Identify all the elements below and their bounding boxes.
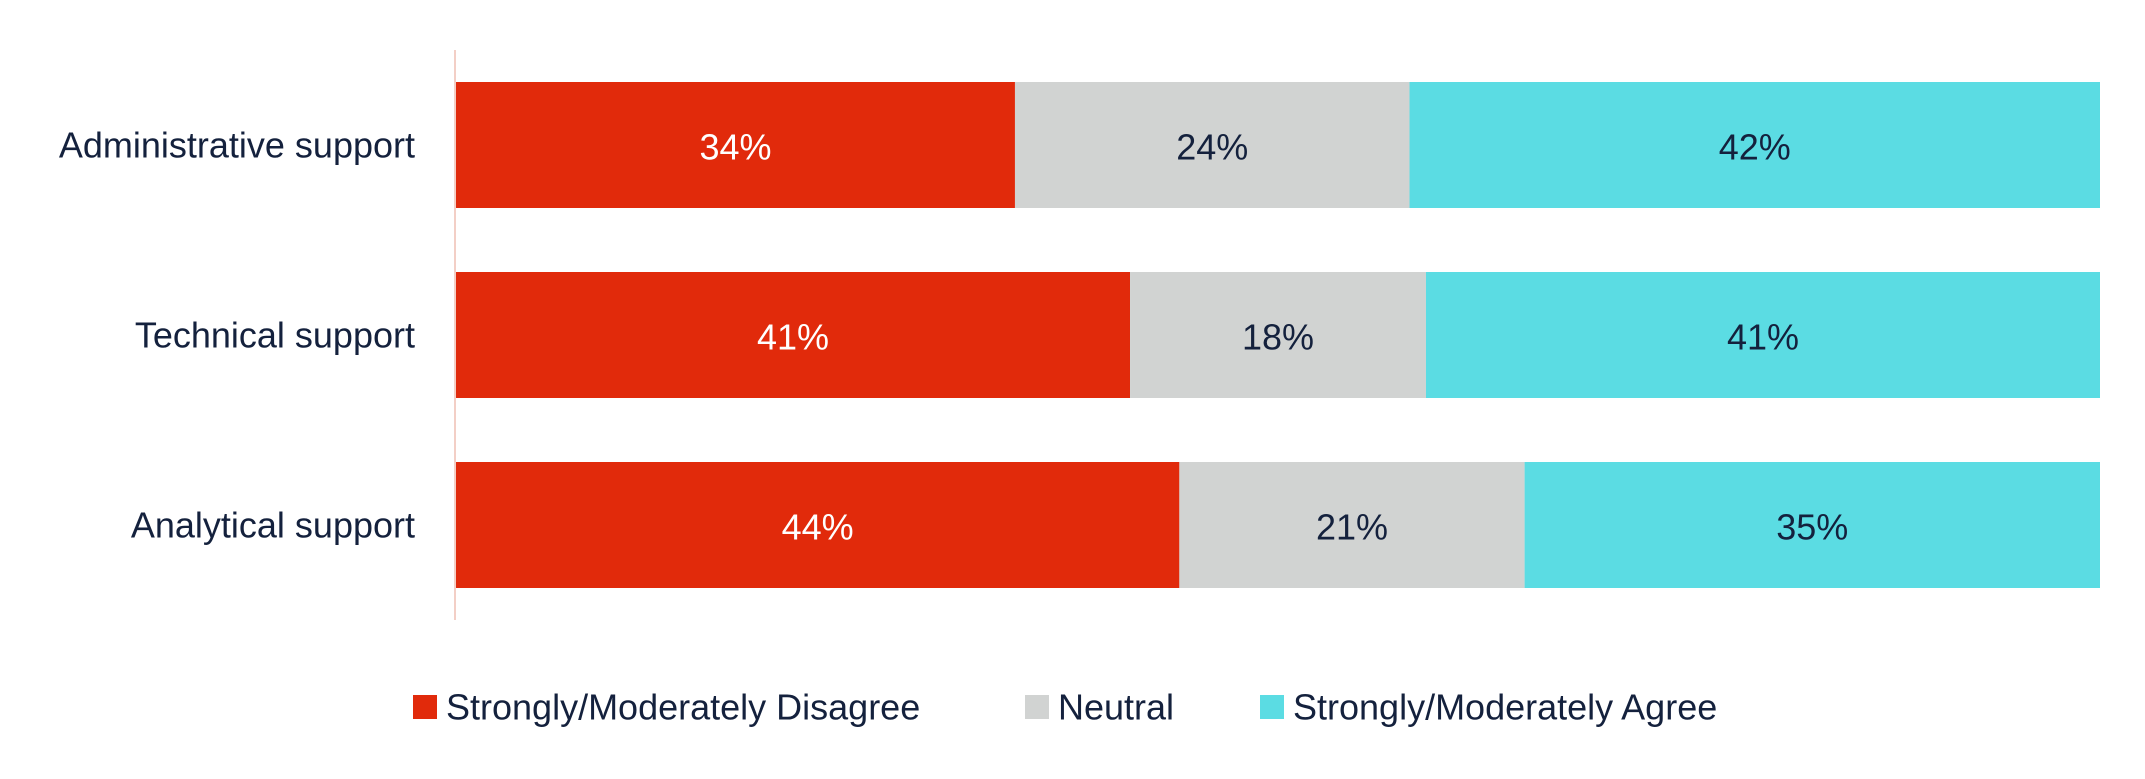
category-labels: Administrative support Technical support A…: [59, 125, 415, 546]
data-label-strongly-moderately-agree-administrative-support: 42%: [1719, 127, 1791, 168]
bar-segment-neutral-administrative-support: [1014, 82, 1410, 208]
data-label-strongly-moderately-disagree-technical-support: 41%: [757, 317, 829, 358]
legend-swatch-strongly-moderately-agree: [1260, 695, 1284, 719]
data-label-strongly-moderately-agree-technical-support: 41%: [1727, 317, 1799, 358]
bars-group: 34% 24% 42% 41% 18% 41% 44% 21% 35%: [456, 82, 2100, 588]
bar-segment-neutral-analytical-support: [1179, 462, 1525, 588]
data-label-strongly-moderately-disagree-analytical-support: 44%: [782, 507, 854, 548]
bar-segment-strongly-moderately-agree-administrative-support: [1409, 82, 2100, 208]
legend: Strongly/Moderately Disagree Neutral Stron…: [413, 687, 1717, 728]
legend-label-strongly-moderately-agree: Strongly/Moderately Agree: [1293, 687, 1717, 728]
legend-swatch-neutral: [1025, 695, 1049, 719]
data-label-neutral-analytical-support: 21%: [1316, 507, 1388, 548]
legend-swatch-strongly-moderately-disagree: [413, 695, 437, 719]
bar-segment-strongly-moderately-agree-technical-support: [1425, 272, 2100, 398]
bar-segment-strongly-moderately-disagree-analytical-support: [456, 462, 1180, 588]
category-label-analytical-support: Analytical support: [131, 505, 415, 546]
legend-label-neutral: Neutral: [1058, 687, 1174, 728]
bar-segment-strongly-moderately-agree-analytical-support: [1524, 462, 2100, 588]
category-label-technical-support: Technical support: [135, 315, 415, 356]
data-label-neutral-technical-support: 18%: [1242, 317, 1314, 358]
bar-segment-neutral-technical-support: [1130, 272, 1426, 398]
bar-segment-strongly-moderately-disagree-administrative-support: [456, 82, 1015, 208]
data-label-strongly-moderately-agree-analytical-support: 35%: [1776, 507, 1848, 548]
legend-label-strongly-moderately-disagree: Strongly/Moderately Disagree: [446, 687, 920, 728]
bar-segment-strongly-moderately-disagree-technical-support: [456, 272, 1131, 398]
category-label-administrative-support: Administrative support: [59, 125, 415, 166]
data-label-neutral-administrative-support: 24%: [1176, 127, 1248, 168]
data-label-strongly-moderately-disagree-administrative-support: 34%: [699, 127, 771, 168]
